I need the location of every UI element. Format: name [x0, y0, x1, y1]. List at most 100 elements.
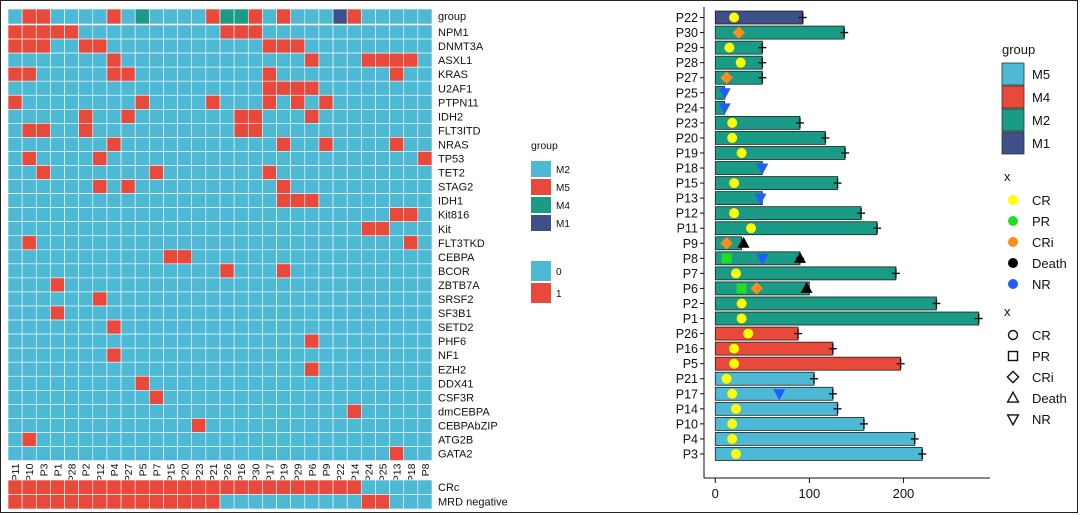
heatmap-cell — [134, 80, 150, 96]
heatmap-cell — [149, 432, 164, 447]
heatmap-cell — [361, 361, 376, 377]
heatmap-cell — [177, 137, 193, 152]
bar-panel: P22P30P29P28P27P25P24P23P20P19P18P15P13P… — [676, 7, 1067, 501]
heatmap-sample-label: P28 — [67, 463, 79, 482]
heatmap-cell — [262, 193, 277, 208]
heatmap-legend-label: M2 — [556, 165, 570, 176]
heatmap-cell — [7, 277, 23, 293]
heatmap-cell — [219, 151, 235, 166]
heatmap-cell — [233, 319, 249, 335]
heatmap-cell — [35, 249, 51, 265]
heatmap-cell — [64, 389, 79, 405]
heatmap-cell — [149, 193, 164, 208]
heatmap-cell — [78, 305, 94, 321]
heatmap-cell — [375, 333, 390, 349]
heatmap-cell — [177, 207, 193, 222]
heatmap-cell — [375, 94, 390, 110]
bar-event-point — [720, 237, 733, 250]
bar-censor-mark — [841, 147, 850, 158]
heatmap-cell — [205, 333, 221, 349]
heatmap-cell — [177, 52, 193, 68]
heatmap-gene-label: U2AF1 — [438, 83, 472, 95]
heatmap-cell — [134, 38, 150, 54]
heatmap-bottom-row-label: MRD negative — [438, 497, 508, 509]
heatmap-cell — [332, 52, 348, 68]
heatmap-cell — [50, 277, 65, 293]
heatmap-cell — [50, 66, 65, 82]
heatmap-cell — [78, 24, 94, 40]
heatmap-cell — [35, 193, 51, 208]
heatmap-cell — [403, 221, 419, 237]
heatmap-cell — [191, 165, 207, 180]
heatmap-cell — [149, 151, 164, 166]
heatmap-cell — [134, 94, 150, 110]
heatmap-cell — [276, 446, 291, 461]
heatmap-cell — [134, 123, 150, 138]
heatmap-cell — [134, 361, 150, 377]
heatmap-cell — [64, 404, 79, 419]
heatmap-cell — [262, 151, 277, 166]
heatmap-cell — [304, 404, 320, 419]
heatmap-cell — [304, 347, 320, 363]
heatmap-bottom-cell — [92, 494, 108, 510]
heatmap-cell — [64, 235, 79, 251]
bar-legend-label: M2 — [1032, 113, 1050, 128]
heatmap-bottom-cell — [64, 494, 79, 510]
heatmap-cell — [134, 404, 150, 419]
heatmap-cell — [233, 52, 249, 68]
heatmap-cell — [106, 389, 122, 405]
heatmap-cell — [375, 305, 390, 321]
heatmap-gene-label: EZH2 — [438, 364, 466, 376]
heatmap-bottom-cell — [219, 479, 235, 495]
heatmap-cell — [64, 179, 79, 194]
heatmap-cell — [346, 165, 362, 180]
bar-category-label: P21 — [676, 372, 698, 386]
heatmap-cell — [134, 319, 150, 335]
heatmap-cell — [191, 263, 207, 279]
heatmap-cell — [134, 24, 150, 40]
heatmap-cell — [120, 263, 136, 279]
heatmap-cell — [389, 277, 405, 293]
heatmap-cell — [21, 333, 37, 349]
heatmap-bottom-cell — [21, 479, 37, 495]
heatmap-cell — [134, 249, 150, 265]
heatmap-cell — [21, 207, 37, 222]
heatmap-cell — [7, 291, 23, 307]
heatmap-cell — [361, 151, 376, 166]
heatmap-cell — [417, 24, 433, 40]
heatmap-cell — [318, 137, 334, 152]
heatmap-cell — [389, 221, 405, 237]
heatmap-cell — [389, 375, 405, 391]
heatmap-cell — [163, 263, 178, 279]
heatmap-cell — [120, 347, 136, 363]
heatmap-cell — [318, 207, 334, 222]
heatmap-cell — [247, 24, 263, 40]
heatmap-bottom-cell — [177, 479, 193, 495]
heatmap-cell — [78, 80, 94, 96]
heatmap-cell — [276, 389, 291, 405]
bar — [714, 416, 865, 431]
heatmap-gene-label: NF1 — [438, 350, 459, 362]
bar — [714, 356, 902, 371]
heatmap-cell — [7, 94, 23, 110]
heatmap-cell — [276, 66, 291, 82]
heatmap-cell — [346, 221, 362, 237]
heatmap-cell — [106, 446, 122, 461]
heatmap-cell — [64, 333, 79, 349]
heatmap-cell — [163, 418, 178, 433]
heatmap-cell — [219, 375, 235, 391]
heatmap-cell — [290, 179, 306, 194]
heatmap-cell — [64, 193, 79, 208]
bar — [714, 447, 923, 461]
bar-event-point — [746, 223, 757, 234]
heatmap-cell — [191, 333, 207, 349]
heatmap-cell — [191, 52, 207, 68]
heatmap-cell — [134, 305, 150, 321]
bar — [714, 311, 980, 326]
heatmap-cell — [318, 249, 334, 265]
heatmap-cell — [262, 432, 277, 447]
heatmap-cell — [375, 66, 390, 82]
heatmap-cell — [64, 263, 79, 279]
heatmap-cell — [35, 333, 51, 349]
heatmap-cell — [21, 109, 37, 124]
